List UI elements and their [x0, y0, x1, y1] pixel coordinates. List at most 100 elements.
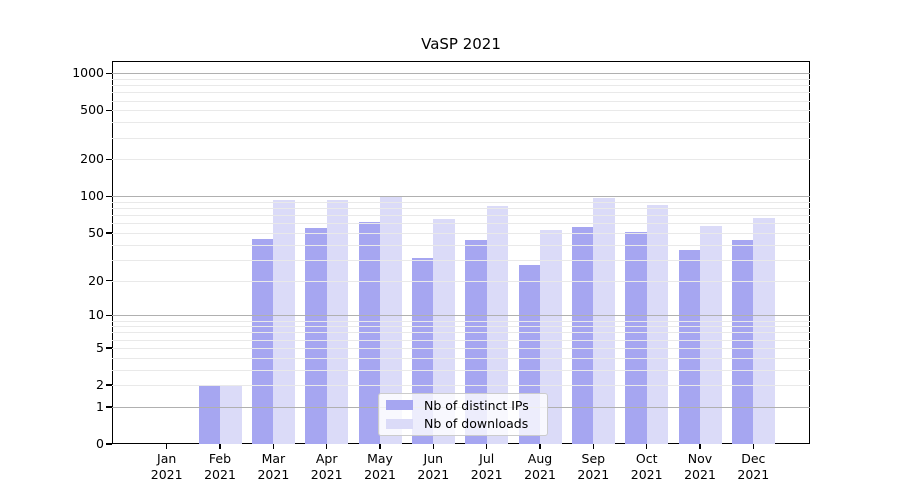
bar-nov-ips	[678, 250, 700, 444]
x-tick-label: Mar 2021	[238, 451, 308, 483]
minor-gridline	[112, 233, 810, 234]
minor-gridline	[112, 332, 810, 334]
x-tick-year: 2021	[577, 467, 610, 482]
legend-swatch-downloads-icon	[386, 418, 413, 429]
minor-gridline	[112, 357, 810, 359]
x-tick-mark	[752, 444, 755, 449]
x-tick-mark	[325, 444, 328, 449]
x-tick-year: 2021	[417, 467, 450, 482]
x-tick-label: Feb 2021	[185, 451, 255, 483]
y-tick-mark	[106, 347, 112, 349]
x-tick-mark	[539, 444, 541, 449]
y-tick-mark	[106, 232, 112, 234]
minor-gridline	[112, 110, 810, 112]
minor-gridline	[112, 78, 810, 80]
legend-item-downloads: Nb of downloads	[386, 416, 547, 431]
y-tick-label: 10	[88, 307, 104, 323]
y-tick-mark	[106, 384, 112, 386]
x-tick-mark	[379, 444, 381, 449]
x-tick-year: 2021	[684, 467, 716, 482]
minor-gridline	[112, 223, 810, 225]
x-tick-mark	[485, 444, 488, 449]
x-tick-month: Aug	[527, 451, 553, 466]
y-tick-label: 0	[96, 436, 104, 451]
x-tick-month: Jan	[157, 451, 177, 466]
minor-gridline	[112, 215, 810, 217]
x-tick-month: Oct	[635, 451, 658, 466]
major-gridline	[112, 73, 810, 75]
legend-swatch-distinct-ips-icon	[386, 400, 413, 411]
minor-gridline	[112, 347, 810, 349]
minor-gridline	[112, 259, 810, 261]
minor-gridline	[112, 339, 810, 341]
y-tick-label: 5	[96, 339, 104, 355]
x-tick-year: 2021	[257, 467, 290, 482]
plot-area: Nb of distinct IPs Nb of downloads	[112, 61, 810, 444]
x-tick-mark	[592, 444, 595, 449]
x-tick-month: Jun	[423, 451, 444, 466]
bar-apr-ips	[305, 228, 327, 444]
minor-gridline	[112, 326, 810, 328]
minor-gridline	[112, 92, 810, 94]
minor-gridline	[112, 320, 810, 322]
x-tick-label: Jun 2021	[398, 451, 468, 483]
legend-label-downloads: Nb of downloads	[424, 416, 529, 432]
minor-gridline	[112, 369, 810, 371]
minor-gridline	[112, 85, 810, 87]
legend-label-distinct-ips: Nb of distinct IPs	[424, 397, 529, 413]
x-tick-mark	[699, 444, 701, 449]
x-tick-label: Aug 2021	[505, 451, 575, 483]
bar-dec-ips	[731, 239, 754, 444]
minor-gridline	[112, 244, 810, 246]
x-tick-year: 2021	[737, 467, 770, 482]
x-tick-year: 2021	[524, 467, 556, 482]
y-tick-mark	[106, 279, 112, 282]
bar-jul-ips	[465, 239, 487, 444]
y-tick-label: 20	[88, 272, 104, 288]
x-tick-year: 2021	[150, 467, 183, 482]
minor-gridline	[112, 202, 810, 203]
y-tick-label: 50	[88, 225, 104, 240]
x-tick-mark	[219, 444, 221, 449]
y-tick-label: 2	[96, 377, 104, 393]
x-tick-label: Jan 2021	[132, 451, 202, 483]
minor-gridline	[112, 159, 810, 161]
x-tick-label: Sep 2021	[558, 451, 628, 483]
bar-oct-downloads	[646, 205, 669, 444]
bar-feb-ips	[198, 385, 221, 444]
y-tick-mark	[106, 109, 112, 112]
bar-may-downloads	[380, 196, 402, 444]
y-tick-label: 500	[80, 102, 104, 118]
x-tick-label: May 2021	[345, 451, 415, 483]
bar-feb-downloads	[220, 385, 242, 444]
x-tick-mark	[432, 444, 435, 449]
legend: Nb of distinct IPs Nb of downloads	[378, 393, 548, 436]
y-tick-mark	[106, 158, 112, 161]
y-tick-label: 1	[96, 398, 104, 414]
x-tick-label: Apr 2021	[292, 451, 362, 483]
x-tick-label: Nov 2021	[665, 451, 735, 483]
y-tick-mark	[106, 72, 112, 75]
y-tick-label: 200	[80, 151, 104, 167]
x-tick-year: 2021	[310, 467, 343, 482]
x-tick-year: 2021	[470, 467, 503, 482]
x-tick-year: 2021	[364, 467, 396, 482]
x-tick-mark	[645, 444, 648, 449]
minor-gridline	[112, 280, 810, 282]
x-tick-mark	[272, 444, 275, 449]
minor-gridline	[112, 385, 810, 387]
minor-gridline	[112, 208, 810, 210]
legend-item-distinct-ips: Nb of distinct IPs	[386, 398, 547, 413]
bar-aug-downloads	[540, 230, 562, 444]
x-tick-month: Nov	[687, 451, 713, 466]
x-tick-month: Dec	[741, 451, 766, 466]
y-tick-mark	[106, 406, 112, 408]
y-tick-mark	[106, 314, 112, 317]
chart-title: VaSP 2021	[421, 35, 501, 53]
major-gridline	[112, 315, 810, 317]
bar-dec-downloads	[753, 218, 775, 444]
major-gridline	[112, 196, 810, 198]
bar-jul-downloads	[486, 205, 509, 444]
x-tick-month: May	[367, 451, 393, 466]
